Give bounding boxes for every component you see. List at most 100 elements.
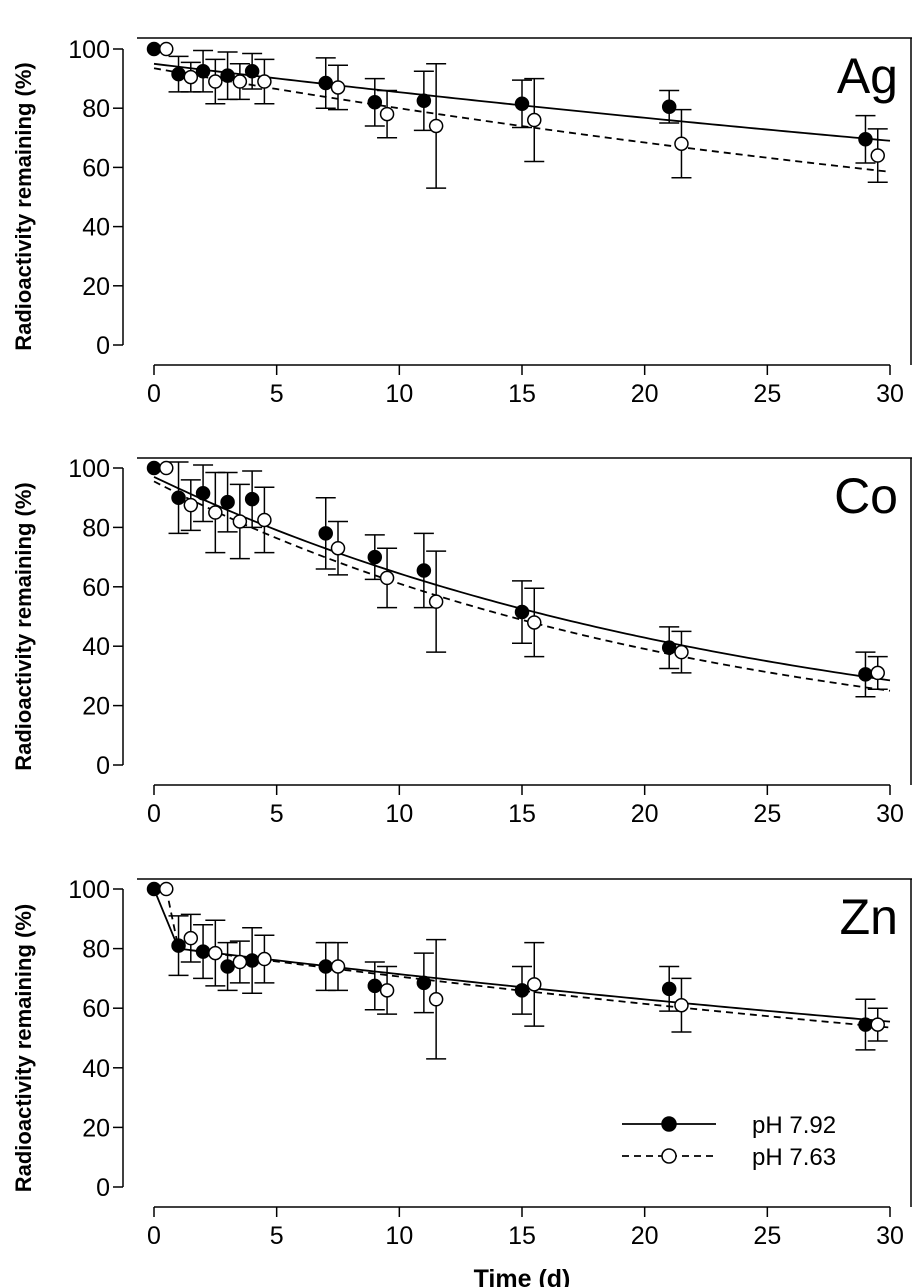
panel-label: Ag [837,48,898,104]
data-point-filled [367,978,383,994]
data-point-open [232,514,248,529]
x-axis-title: Time (d) [474,1265,571,1287]
data-point-open [183,69,199,85]
data-point-open [257,951,272,967]
data-point-open [232,74,248,89]
x-tick-label: 30 [876,1222,904,1250]
data-point-filled [858,132,873,147]
data-point-open [257,74,272,89]
data-point-open [428,118,444,134]
data-point-filled [514,96,530,112]
data-point-filled [220,68,235,83]
legend-marker-open [661,1148,677,1164]
data-point-filled [367,95,383,110]
y-tick-label: 80 [82,95,110,123]
x-tick-label: 10 [385,380,413,408]
x-tick-label: 0 [147,380,161,408]
x-tick-label: 5 [270,800,284,828]
y-tick-label: 60 [82,574,110,602]
data-point-open [870,148,885,163]
panel-co: 0 20 40 60 80 100 0 5 10 15 20 25 30 Radioactivity re… [11,455,912,828]
data-point-open [674,644,689,660]
y-tick-label: 20 [82,273,110,301]
x-tick-label: 25 [753,1222,781,1250]
x-tick-label: 10 [385,1222,413,1250]
x-tick-label: 25 [753,800,781,828]
data-point-filled [244,953,260,968]
data-point-open [257,512,272,528]
data-point-filled [220,494,235,510]
data-point-open [527,977,542,992]
y-tick-label: 20 [82,693,110,721]
data-point-open [330,540,346,556]
y-tick-label: 0 [96,752,110,780]
legend: pH 7.92 pH 7.63 [622,1112,836,1171]
data-point-open [183,930,199,946]
y-tick-label: 100 [68,455,110,483]
data-point-filled [195,944,211,959]
x-tick-label: 5 [270,1222,284,1250]
data-point-filled [171,66,186,82]
y-tick-label: 40 [82,214,110,242]
x-tick-label: 20 [631,1222,659,1250]
x-tick-label: 5 [270,380,284,408]
y-axis-title: Radioactivity remaining (%) [11,62,36,351]
data-point-filled [318,526,333,541]
data-point-open [330,959,346,974]
panel-label: Zn [840,889,898,945]
x-tick-label: 30 [876,800,904,828]
data-point-filled [514,604,530,620]
x-tick-label: 15 [508,800,536,828]
x-tick-label: 0 [147,800,161,828]
data-point-filled [416,975,432,991]
data-point-filled [146,460,162,476]
data-point-filled [514,983,530,998]
data-point-filled [244,63,260,79]
fit-curve-dashed [165,888,891,1029]
data-point-open [428,992,444,1007]
x-tick-label: 0 [147,1222,161,1250]
data-point-filled [146,41,162,57]
data-point-filled [318,959,333,974]
fit-curve-dashed [153,480,891,692]
data-point-open [674,997,689,1013]
y-axis-title: Radioactivity remaining (%) [11,904,36,1193]
data-point-open [159,881,174,897]
data-point-filled [416,93,432,109]
data-point-filled [318,75,333,91]
data-point-filled [146,881,162,897]
data-point-open [208,945,223,961]
data-point-filled [171,490,186,505]
y-tick-label: 0 [96,1174,110,1202]
data-point-filled [661,640,677,655]
x-tick-label: 20 [631,800,659,828]
y-tick-label: 80 [82,936,110,964]
data-point-open [870,1017,885,1032]
data-point-open [208,74,223,89]
y-tick-label: 40 [82,633,110,661]
data-point-open [527,615,542,630]
x-tick-label: 15 [508,1222,536,1250]
legend-marker-filled [661,1116,677,1132]
data-point-open [232,954,248,970]
data-point-open [379,106,395,122]
data-point-open [330,80,346,95]
data-point-open [674,136,689,151]
data-point-filled [220,959,235,974]
y-tick-label: 40 [82,1055,110,1083]
legend-label: pH 7.63 [752,1144,836,1171]
y-tick-label: 20 [82,1114,110,1142]
data-point-open [379,983,395,998]
data-point-open [208,505,223,520]
data-point-open [183,497,199,513]
y-tick-label: 60 [82,995,110,1023]
y-tick-label: 100 [68,36,110,64]
x-tick-label: 10 [385,800,413,828]
data-point-filled [661,99,677,114]
data-point-open [527,112,542,128]
y-tick-label: 100 [68,876,110,904]
data-point-filled [171,938,186,953]
data-point-filled [195,485,211,501]
data-point-open [159,460,174,476]
